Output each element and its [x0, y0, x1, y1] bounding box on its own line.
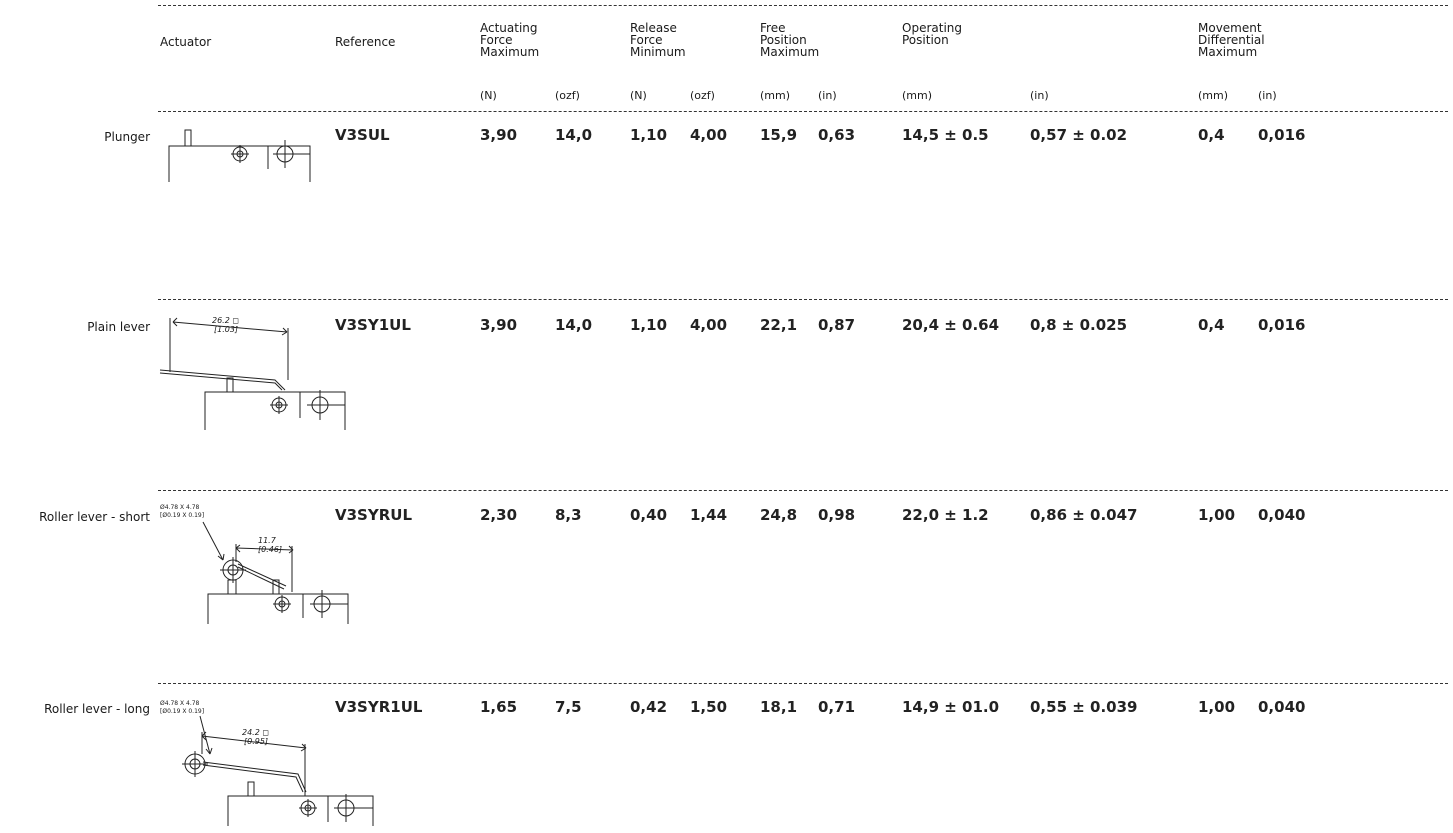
row-op-mm: 14,5 ± 0.5 — [902, 126, 989, 144]
unit-rf-ozf: (ozf) — [690, 89, 715, 102]
row-op-in: 0,8 ± 0.025 — [1030, 316, 1128, 334]
row-fp-in: 0,63 — [818, 126, 856, 144]
header-actuating-force: Actuating Force Maximum — [480, 21, 540, 59]
row-fp-in: 0,98 — [818, 506, 856, 524]
row-actuator-label: Roller lever - long — [44, 702, 150, 716]
row-actuator-label: Plain lever — [87, 320, 150, 334]
row-op-mm: 20,4 ± 0.64 — [902, 316, 1000, 334]
row-op-in: 0,86 ± 0.047 — [1030, 506, 1138, 524]
plunger-actuator-drawing — [165, 124, 315, 190]
roller-dimension-label: Ø4.78 X 4.78 — [160, 504, 200, 511]
row-af-n: 2,30 — [480, 506, 518, 524]
plain-lever-drawing: 26.2 ◻ [1.03] — [155, 310, 355, 439]
row-op-in: 0,57 ± 0.02 — [1030, 126, 1128, 144]
lever-dimension-inch-label: [0.95] — [244, 737, 269, 746]
row-md-mm: 0,4 — [1198, 126, 1225, 144]
lever-dimension-inch-label: [0.46] — [258, 545, 283, 554]
row-reference: V3SYRUL — [335, 506, 412, 524]
unit-md-in: (in) — [1258, 89, 1277, 102]
lever-dimension-label: 24.2 ◻ — [242, 728, 269, 737]
row-md-in: 0,016 — [1258, 316, 1306, 334]
row-md-mm: 1,00 — [1198, 698, 1236, 716]
unit-op-mm: (mm) — [902, 89, 933, 102]
row-reference: V3SY1UL — [335, 316, 411, 334]
row-rf-n: 0,42 — [630, 698, 668, 716]
lever-dimension-label: 26.2 ◻ — [212, 316, 239, 325]
unit-op-in: (in) — [1030, 89, 1049, 102]
row-op-mm: 14,9 ± 01.0 — [902, 698, 1000, 716]
roller-lever-short-drawing: Ø4.78 X 4.78 [Ø0.19 X 0.19] 11.7 [0.46] — [158, 500, 358, 634]
row-rf-ozf: 1,44 — [690, 506, 728, 524]
row-rf-n: 1,10 — [630, 126, 668, 144]
row-md-in: 0,040 — [1258, 698, 1306, 716]
row-rule-4 — [158, 683, 1448, 684]
lever-dimension-inch-label: [1.03] — [214, 325, 239, 334]
row-af-ozf: 7,5 — [555, 698, 582, 716]
row-af-n: 3,90 — [480, 126, 518, 144]
header-free-position: Free Position Maximum — [760, 21, 820, 59]
row-rule-2 — [158, 299, 1448, 300]
row-fp-in: 0,71 — [818, 698, 856, 716]
row-fp-mm: 18,1 — [760, 698, 798, 716]
unit-md-mm: (mm) — [1198, 89, 1229, 102]
roller-lever-long-drawing: Ø4.78 X 4.78 [Ø0.19 X 0.19] 24.2 ◻ [0.95… — [158, 696, 378, 833]
unit-rf-n: (N) — [630, 89, 647, 102]
header-movement-differential: Movement Differential Maximum — [1198, 21, 1265, 59]
unit-fp-in: (in) — [818, 89, 837, 102]
row-md-mm: 0,4 — [1198, 316, 1225, 334]
header-operating-position: Operating Position — [902, 21, 962, 47]
lever-dimension-label: 11.7 — [258, 536, 276, 545]
row-rule-3 — [158, 490, 1448, 491]
row-af-ozf: 14,0 — [555, 316, 593, 334]
row-actuator-label: Plunger — [104, 130, 150, 144]
row-rf-ozf: 1,50 — [690, 698, 728, 716]
row-af-ozf: 14,0 — [555, 126, 593, 144]
roller-dimension-inch-label: [Ø0.19 X 0.19] — [160, 512, 205, 519]
row-rf-ozf: 4,00 — [690, 316, 728, 334]
row-md-mm: 1,00 — [1198, 506, 1236, 524]
row-md-in: 0,016 — [1258, 126, 1306, 144]
roller-dimension-inch-label: [Ø0.19 X 0.19] — [160, 708, 205, 715]
header-top-rule — [158, 5, 1448, 6]
row-rule-1 — [158, 111, 1448, 112]
row-reference: V3SYR1UL — [335, 698, 423, 716]
row-rf-n: 1,10 — [630, 316, 668, 334]
row-af-ozf: 8,3 — [555, 506, 582, 524]
row-actuator-label: Roller lever - short — [39, 510, 150, 524]
header-reference: Reference — [335, 35, 396, 49]
unit-af-n: (N) — [480, 89, 497, 102]
header-actuator: Actuator — [160, 35, 212, 49]
row-af-n: 1,65 — [480, 698, 518, 716]
row-op-in: 0,55 ± 0.039 — [1030, 698, 1138, 716]
row-op-mm: 22,0 ± 1.2 — [902, 506, 989, 524]
unit-fp-mm: (mm) — [760, 89, 791, 102]
row-af-n: 3,90 — [480, 316, 518, 334]
row-md-in: 0,040 — [1258, 506, 1306, 524]
row-fp-mm: 24,8 — [760, 506, 798, 524]
unit-af-ozf: (ozf) — [555, 89, 580, 102]
row-rf-n: 0,40 — [630, 506, 668, 524]
row-fp-mm: 22,1 — [760, 316, 798, 334]
row-fp-mm: 15,9 — [760, 126, 798, 144]
roller-dimension-label: Ø4.78 X 4.78 — [160, 700, 200, 707]
row-fp-in: 0,87 — [818, 316, 856, 334]
row-reference: V3SUL — [335, 126, 390, 144]
header-release-force: Release Force Minimum — [630, 21, 686, 59]
row-rf-ozf: 4,00 — [690, 126, 728, 144]
